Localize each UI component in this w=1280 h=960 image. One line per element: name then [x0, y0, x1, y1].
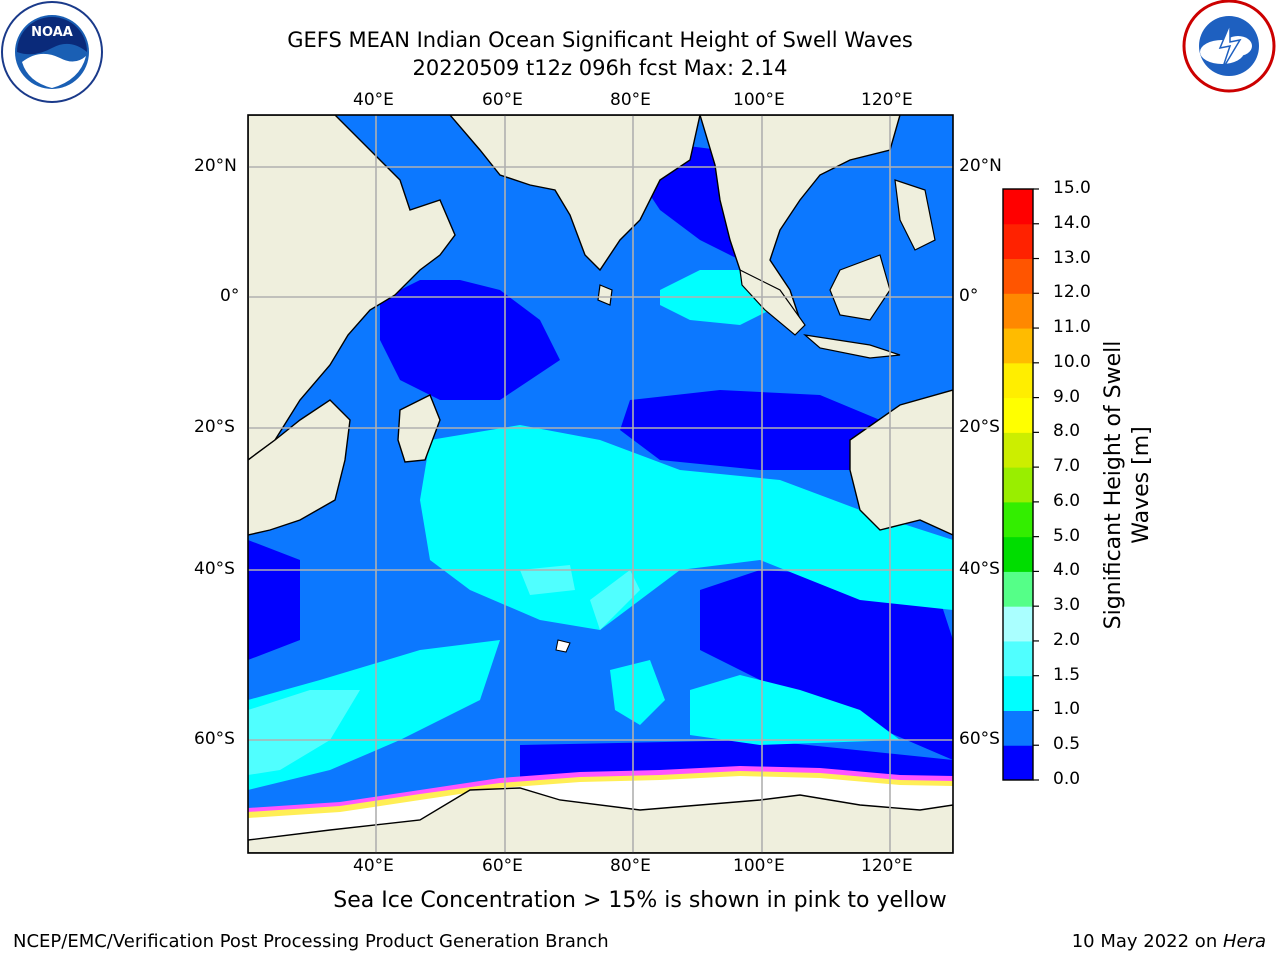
colorbar-tick-label: 4.0 — [1053, 560, 1081, 581]
svg-text:NOAA: NOAA — [31, 25, 73, 40]
map-title: GEFS MEAN Indian Ocean Significant Heigh… — [240, 26, 960, 82]
higher-swell-ridge — [590, 570, 640, 630]
title-line-1: GEFS MEAN Indian Ocean Significant Heigh… — [287, 28, 913, 52]
borneo-land — [829, 254, 891, 321]
colorbar-segment — [1003, 536, 1033, 572]
higher-swell-central — [520, 565, 575, 595]
bottom-tick-40e: 40°E — [353, 856, 394, 876]
colorbar-tick-label: 14.0 — [1053, 212, 1091, 233]
colorbar — [1003, 188, 1039, 781]
colorbar-tick-label: 8.0 — [1053, 421, 1081, 442]
colorbar-tick-label: 11.0 — [1053, 317, 1091, 338]
colorbar-tick-label: 15.0 — [1053, 178, 1091, 198]
colorbar-tick-label: 1.0 — [1053, 699, 1081, 720]
colorbar-label-line-1: Significant Height of Swell — [1101, 340, 1126, 630]
low-swell-arabian-sea — [380, 280, 560, 400]
right-tick-60s: 60°S — [959, 729, 1000, 749]
left-tick-60s: 60°S — [194, 729, 235, 749]
colorbar-tick-label: 9.0 — [1053, 386, 1081, 407]
colorbar-segment — [1003, 571, 1033, 607]
sri-lanka-land — [597, 284, 613, 306]
colorbar-tick-label: 3.0 — [1053, 595, 1081, 616]
footer-branch: NCEP/EMC/Verification Post Processing Pr… — [13, 931, 609, 952]
colorbar-tick-label: 0.5 — [1053, 734, 1081, 755]
footer-date: 10 May 2022 on Hera — [1072, 931, 1266, 952]
colorbar-tick-label: 0.0 — [1053, 769, 1081, 789]
colorbar-segment — [1003, 258, 1033, 294]
left-tick-40s: 40°S — [194, 559, 235, 579]
moderate-swell-southwest — [248, 640, 500, 790]
colorbar-segment — [1003, 362, 1033, 399]
nws-logo — [1182, 0, 1276, 93]
bottom-tick-80e: 80°E — [610, 856, 651, 876]
top-tick-120e: 120°E — [861, 90, 913, 110]
moderate-swell-south — [690, 675, 900, 745]
top-tick-60e: 60°E — [482, 90, 523, 110]
colorbar-tick-label: 7.0 — [1053, 456, 1081, 477]
colorbar-segment — [1003, 606, 1033, 642]
philippines-land — [894, 179, 936, 251]
right-tick-20s: 20°S — [959, 417, 1000, 437]
colorbar-segment — [1003, 640, 1033, 677]
colorbar-segment — [1003, 293, 1033, 329]
left-tick-0: 0° — [220, 286, 240, 306]
right-tick-40s: 40°S — [959, 559, 1000, 579]
moderate-swell-patch — [610, 660, 665, 725]
map-frame — [247, 114, 954, 854]
colorbar-segment — [1003, 745, 1033, 781]
australia-land — [849, 389, 953, 536]
map-gridlines — [248, 115, 953, 853]
colorbar-tick-label: 10.0 — [1053, 351, 1091, 372]
right-tick-0: 0° — [959, 286, 979, 306]
colorbar-label: Significant Height of Swell Waves [m] — [1100, 341, 1156, 630]
kerguelen-island — [555, 639, 571, 653]
left-tick-20s: 20°S — [194, 417, 235, 437]
colorbar-tick-label: 6.0 — [1053, 490, 1081, 511]
antarctica-land — [248, 787, 953, 853]
colorbar-label-line-2: Waves [m] — [1129, 426, 1154, 544]
map-area — [248, 115, 953, 853]
colorbar-segment — [1003, 432, 1033, 468]
colorbar-segment — [1003, 675, 1033, 711]
left-tick-20n: 20°N — [194, 156, 237, 176]
colorbar-segment — [1003, 223, 1033, 260]
low-swell-west — [248, 540, 300, 660]
top-tick-100e: 100°E — [733, 90, 785, 110]
colorbar-segment — [1003, 467, 1033, 503]
bottom-tick-60e: 60°E — [482, 856, 523, 876]
java-land — [803, 334, 901, 359]
colorbar-tick-label: 1.5 — [1053, 664, 1081, 685]
low-swell-east — [620, 390, 880, 470]
top-tick-40e: 40°E — [353, 90, 394, 110]
colorbar-tick-label: 13.0 — [1053, 247, 1091, 268]
top-tick-80e: 80°E — [610, 90, 651, 110]
arabia-land — [248, 115, 456, 461]
right-tick-20n: 20°N — [959, 156, 1002, 176]
colorbar-segment — [1003, 328, 1033, 364]
colorbar-tick-label: 12.0 — [1053, 282, 1091, 303]
higher-swell-southwest — [248, 690, 360, 775]
colorbar-tick-label: 2.0 — [1053, 629, 1081, 650]
noaa-logo: NOAA — [1, 1, 103, 103]
colorbar-segment — [1003, 710, 1033, 746]
sea-ice-caption: Sea Ice Concentration > 15% is shown in … — [333, 888, 947, 913]
bottom-tick-100e: 100°E — [733, 856, 785, 876]
footer-host: Hera — [1222, 931, 1266, 952]
title-line-2: 20220509 t12z 096h fcst Max: 2.14 — [412, 56, 788, 80]
bottom-tick-120e: 120°E — [861, 856, 913, 876]
colorbar-segment — [1003, 189, 1033, 225]
low-swell-antarctic-margin — [520, 740, 953, 780]
colorbar-frame — [1002, 188, 1034, 781]
footer-date-text: 10 May 2022 on — [1071, 931, 1223, 952]
africa-land — [248, 399, 351, 536]
colorbar-segment — [1003, 501, 1033, 538]
colorbar-segment — [1003, 397, 1033, 433]
colorbar-tick-label: 5.0 — [1053, 525, 1081, 546]
sumatra-land — [739, 268, 806, 336]
